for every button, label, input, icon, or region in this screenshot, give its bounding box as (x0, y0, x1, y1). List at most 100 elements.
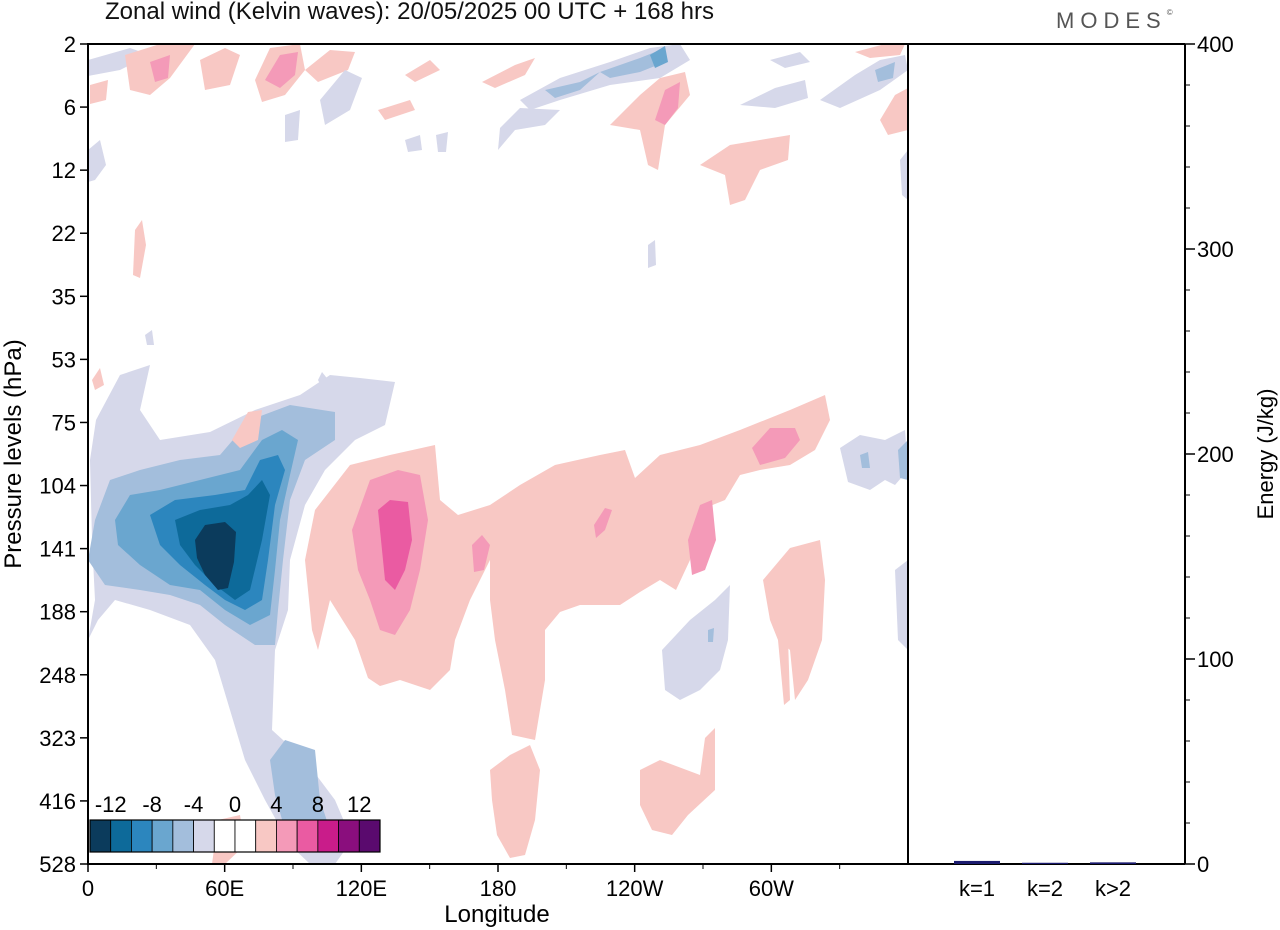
contour-pink-outer (305, 395, 830, 740)
contour-blue-streak (436, 132, 448, 152)
contour-pink-streak (150, 55, 170, 82)
colorbar-swatch (317, 819, 339, 853)
contour-blue-streak (145, 330, 154, 345)
colorbar-swatch (338, 819, 360, 853)
contour-pink-tongue (763, 540, 825, 700)
contour-pink-streak (232, 410, 262, 448)
contour-blue-streak (318, 372, 330, 388)
contour-blue-streak (860, 452, 870, 468)
y-tick-label: 188 (39, 600, 76, 625)
logo-text: MODES (1056, 8, 1167, 33)
contour-blue-6 (195, 522, 236, 590)
contour-pink-streak (855, 44, 905, 58)
contour-blue-streak (600, 50, 665, 78)
energy-category-label: k=2 (1027, 876, 1063, 901)
energy-axis-ticks: 0 100 200 300 400 (1185, 32, 1234, 877)
y-tick-label: 416 (39, 789, 76, 814)
y-tick-label: 35 (52, 284, 76, 309)
colorbar-label: 0 (229, 792, 241, 817)
colorbar-swatch (151, 819, 174, 853)
energy-tick-label: 200 (1197, 442, 1234, 467)
contour-blue-streak (895, 560, 908, 650)
colorbar-swatch (172, 819, 194, 853)
contour-pink-2 (594, 508, 612, 538)
energy-tick-label: 300 (1197, 237, 1234, 262)
energy-axis-label: Energy (J/kg) (1253, 389, 1278, 520)
contour-blue-streak (650, 46, 668, 68)
y-tick-label: 248 (39, 663, 76, 688)
y-tick-label: 22 (52, 221, 76, 246)
colorbar-swatch (234, 819, 257, 853)
contour-pink-tongue (490, 745, 540, 858)
colorbar-swatch (358, 819, 381, 853)
contour-blue-streak (840, 430, 908, 490)
y-tick-label: 75 (52, 410, 76, 435)
energy-bar (1090, 862, 1136, 864)
energy-bars: k=1 k=2 k>2 (954, 860, 1136, 901)
modes-logo: MODES© (1056, 8, 1173, 34)
contour-blue-streak (662, 585, 730, 700)
x-tick-label: 0 (82, 876, 94, 901)
contour-pink-tongue (778, 638, 790, 705)
contour-pink-2 (752, 428, 800, 465)
colorbar-label: 4 (270, 792, 282, 817)
colorbar-swatch (131, 819, 153, 853)
contour-pink-streak (405, 60, 440, 82)
energy-category-label: k>2 (1095, 876, 1131, 901)
contour-blue-streak (498, 108, 560, 150)
contour-blue-streak (898, 440, 908, 480)
contour-pink-streak (305, 50, 355, 82)
contour-blue-streak (88, 140, 106, 182)
y-tick-label: 53 (52, 347, 76, 372)
colorbar-label: 12 (347, 792, 371, 817)
colorbar-swatch (213, 819, 236, 853)
colorbar-swatch (255, 819, 277, 853)
y-axis-label: Pressure levels (hPa) (0, 339, 27, 568)
y-tick-label: 6 (64, 95, 76, 120)
contour-field (88, 44, 908, 864)
contour-blue-streak (405, 135, 422, 152)
y-tick-label: 2 (64, 32, 76, 57)
contour-blue-streak (708, 628, 714, 642)
contour-pink-streak (92, 368, 104, 390)
colorbar-label: -12 (95, 792, 127, 817)
contour-blue-streak (320, 70, 362, 125)
contour-pink-streak (655, 82, 680, 125)
contour-pink-streak (90, 80, 108, 104)
y-tick-label: 323 (39, 726, 76, 751)
contour-pink-tongue (640, 728, 715, 835)
contour-blue-2 (270, 740, 330, 845)
energy-category-label: k=1 (959, 876, 995, 901)
colorbar-label: -8 (142, 792, 162, 817)
contour-blue-streak (545, 72, 600, 98)
x-tick-label: 120W (606, 876, 664, 901)
logo-mark: © (1166, 8, 1173, 17)
contour-pink-2 (688, 500, 716, 575)
y-tick-label: 104 (39, 474, 76, 499)
x-tick-label: 60E (205, 876, 244, 901)
contour-pink-streak (880, 88, 908, 135)
colorbar-swatch (193, 819, 215, 853)
colorbar-swatch (110, 819, 132, 853)
x-axis-label: Longitude (444, 901, 549, 928)
colorbar: -12 -8 -4 0 4 8 12 (89, 792, 381, 853)
contour-blue-streak (648, 240, 656, 268)
colorbar-swatch (276, 819, 298, 853)
y-tick-label: 528 (39, 852, 76, 877)
x-tick-label: 120E (336, 876, 387, 901)
contour-blue-streak (770, 52, 810, 68)
contour-pink-streak (200, 48, 240, 90)
colorbar-frame (89, 819, 381, 853)
colorbar-label: -4 (184, 792, 204, 817)
contour-blue-streak (740, 80, 808, 108)
energy-bar (1022, 862, 1068, 864)
energy-bar (954, 860, 1000, 864)
colorbar-swatch (296, 819, 319, 853)
contour-pink-streak (133, 220, 146, 278)
x-tick-label: 60W (749, 876, 794, 901)
x-tick-label: 180 (480, 876, 517, 901)
contour-pink-streak (378, 100, 415, 120)
contour-pink-streak (482, 58, 535, 88)
contour-blue-streak (875, 62, 895, 82)
colorbar-label: 8 (312, 792, 324, 817)
